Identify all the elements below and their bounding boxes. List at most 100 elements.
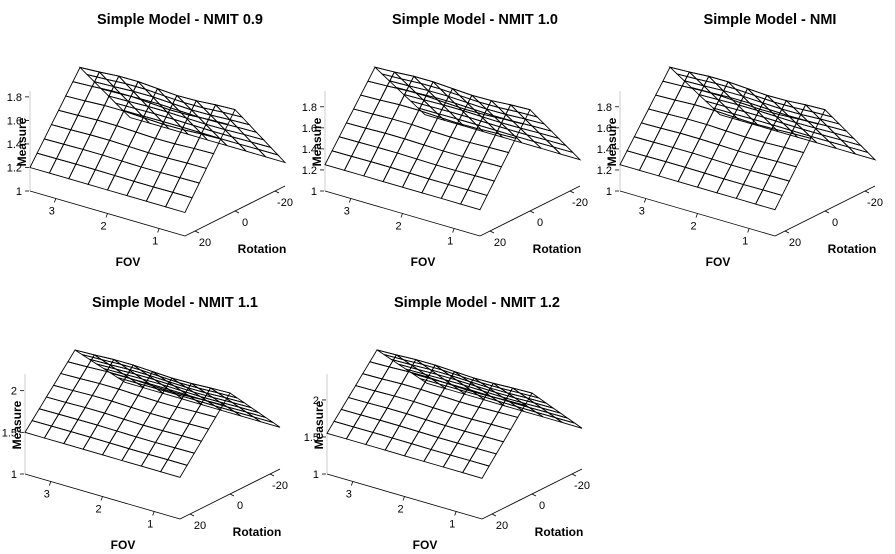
fov-tick bbox=[402, 496, 405, 501]
surface-cell bbox=[384, 437, 413, 457]
surface-cell bbox=[706, 109, 734, 132]
rotation-tick-label: -20 bbox=[867, 197, 883, 209]
surface-cell bbox=[77, 100, 106, 121]
measure-tick-label: 1.5 bbox=[2, 427, 17, 439]
surface-cell bbox=[408, 158, 437, 180]
rotation-tick-label: -20 bbox=[572, 197, 588, 209]
measure-tick-label: 1 bbox=[311, 186, 317, 198]
surface-cell bbox=[444, 413, 473, 432]
surface-cell bbox=[96, 104, 125, 127]
measure-tick-label: 1.2 bbox=[302, 165, 317, 177]
measure-tick-label: 1.8 bbox=[7, 92, 22, 104]
fov-axis-label: FOV bbox=[411, 255, 436, 269]
surface-cell bbox=[677, 166, 706, 188]
surface-cell bbox=[367, 390, 395, 409]
surface-cell bbox=[154, 430, 183, 449]
surface-cell bbox=[754, 95, 782, 110]
surface-cell bbox=[147, 441, 176, 461]
surface-cell bbox=[493, 382, 521, 394]
rotation-axis-label: Rotation bbox=[535, 525, 584, 539]
surface-cell bbox=[36, 138, 65, 160]
surface-cell bbox=[70, 419, 99, 438]
surface-cell bbox=[29, 152, 58, 174]
rotation-tick-label: 0 bbox=[537, 217, 543, 229]
surface-cell bbox=[354, 373, 383, 392]
surface-cell bbox=[82, 436, 111, 456]
panel-title: Simple Model - NMIT 1.2 bbox=[394, 295, 560, 311]
rotation-tick bbox=[569, 190, 575, 194]
measure-tick-label: 1.2 bbox=[7, 162, 22, 174]
surface-cell bbox=[384, 118, 413, 140]
measure-axis-label: Measure bbox=[605, 117, 619, 166]
surface-cell bbox=[716, 178, 745, 199]
surface-cell bbox=[374, 378, 403, 397]
surface-cell bbox=[123, 406, 152, 426]
surface-cell bbox=[647, 94, 676, 115]
surface-cell bbox=[52, 372, 81, 392]
surface-cell bbox=[391, 425, 420, 445]
surface-cell bbox=[488, 132, 517, 154]
surface-cell bbox=[437, 425, 466, 444]
surface-cell bbox=[179, 162, 208, 184]
surface-cell bbox=[469, 447, 497, 467]
surface-cell bbox=[367, 66, 396, 87]
fov-tick-label: 3 bbox=[49, 206, 55, 218]
surface-cell bbox=[456, 430, 485, 450]
surface-cell bbox=[164, 191, 193, 214]
surface-cell bbox=[345, 108, 374, 129]
fov-tick-label: 2 bbox=[690, 221, 696, 233]
surface-cell bbox=[410, 431, 439, 451]
surface-cell bbox=[68, 163, 96, 185]
surface-cell bbox=[84, 85, 113, 107]
surface-cell bbox=[183, 382, 212, 401]
surface-cell bbox=[403, 123, 432, 146]
fov-tick bbox=[53, 198, 57, 203]
fov-tick bbox=[105, 213, 108, 218]
surface-mesh bbox=[29, 66, 287, 214]
surface-cell bbox=[762, 175, 790, 196]
surface-cell bbox=[459, 189, 488, 211]
surface-cell bbox=[476, 435, 505, 455]
surface-cell bbox=[474, 160, 503, 182]
surface-cell bbox=[718, 130, 747, 152]
surface-cell bbox=[55, 143, 84, 165]
measure-tick-label: 1 bbox=[11, 469, 17, 481]
surface-cell bbox=[633, 122, 662, 143]
surface-cell bbox=[169, 406, 197, 425]
surface-cell bbox=[65, 81, 93, 102]
surface-cell bbox=[343, 155, 372, 177]
surface-cell bbox=[38, 396, 67, 415]
surface-cell bbox=[423, 130, 452, 152]
surface-cell bbox=[684, 152, 713, 174]
rotation-tick-label: -20 bbox=[272, 480, 288, 492]
surface-cell bbox=[63, 431, 91, 450]
surface-mesh bbox=[24, 349, 281, 478]
fov-tick-label: 2 bbox=[397, 504, 403, 516]
fov-tick-label: 3 bbox=[346, 489, 352, 501]
surface-cell bbox=[89, 424, 118, 444]
measure-tick-label: 1.8 bbox=[302, 102, 317, 114]
surface-cell bbox=[67, 349, 96, 368]
surface-cell bbox=[413, 388, 441, 409]
surface-panel-4: Simple Model - NMIT 1.1 3 2 1 20 0 -20 1 1.5 2 FOV… bbox=[2, 295, 288, 552]
surface-cell bbox=[405, 400, 434, 421]
surface-cell bbox=[451, 401, 480, 420]
surface-cell bbox=[101, 139, 130, 162]
fov-tick bbox=[48, 481, 52, 486]
surface-cell bbox=[87, 169, 116, 191]
measure-tick-label: 1 bbox=[16, 186, 22, 198]
surface-cell bbox=[149, 401, 178, 420]
surface-cell bbox=[369, 349, 398, 368]
surface-cell bbox=[712, 107, 740, 121]
surface-cell bbox=[747, 88, 775, 103]
surface-cell bbox=[103, 400, 132, 420]
surface-cell bbox=[96, 412, 125, 432]
surface-cell bbox=[77, 406, 106, 426]
surface-cell bbox=[59, 361, 88, 380]
rotation-axis-label: Rotation bbox=[533, 242, 582, 256]
surface-cell bbox=[667, 99, 696, 120]
fov-tick-label: 2 bbox=[100, 221, 106, 233]
surface-cell bbox=[447, 169, 476, 191]
surface-cell bbox=[749, 155, 778, 177]
